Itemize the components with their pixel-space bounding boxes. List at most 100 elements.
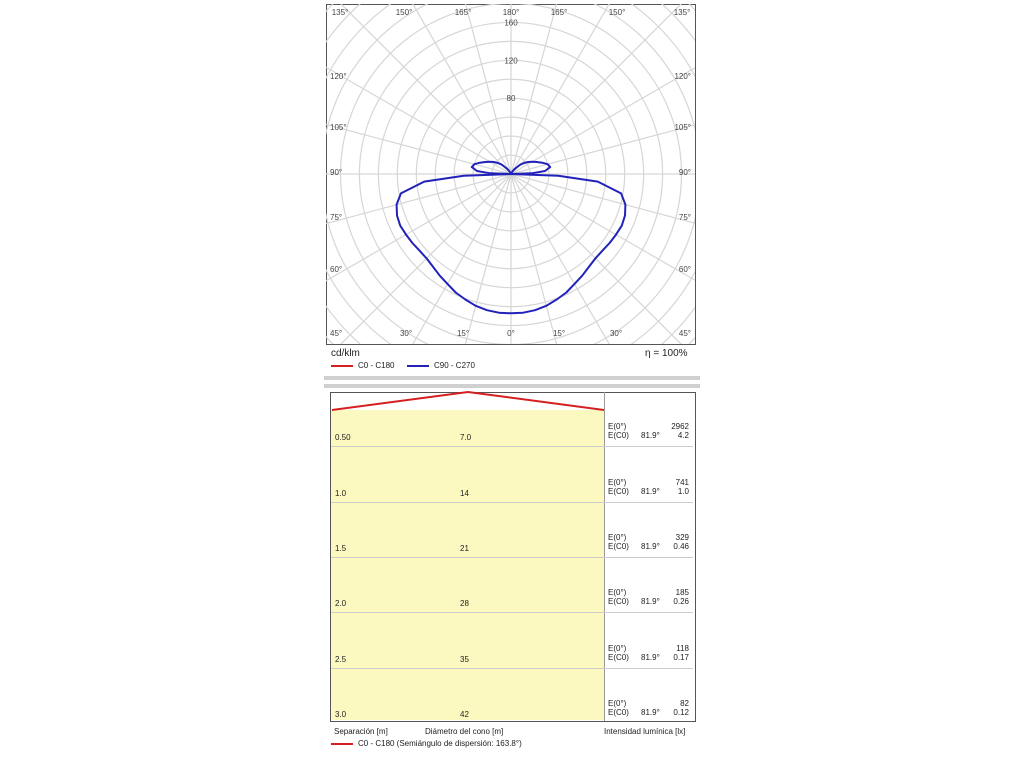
diameter-value: 28 bbox=[460, 599, 469, 609]
angle-label-left: 105° bbox=[330, 123, 347, 132]
polar-grid-spoke bbox=[510, 173, 695, 281]
angle-label-bottom: 0° bbox=[507, 329, 515, 338]
polar-grid-spoke bbox=[464, 4, 512, 175]
angle-value: 81.9° bbox=[641, 707, 660, 717]
e0-label: E(0°) bbox=[608, 532, 627, 542]
separation-value: 2.5 bbox=[335, 654, 347, 664]
ec0-value: 0.26 bbox=[673, 597, 689, 607]
polar-grid-spoke bbox=[464, 173, 512, 344]
polar-grid-spoke bbox=[510, 67, 695, 175]
radial-tick-label: 160 bbox=[504, 18, 518, 27]
diameter-value: 21 bbox=[460, 543, 469, 553]
diameter-value: 14 bbox=[460, 488, 469, 498]
angle-label-top: 150° bbox=[609, 8, 626, 17]
angle-label-left: 45° bbox=[330, 329, 342, 338]
angle-label-right: 120° bbox=[674, 72, 691, 81]
angle-value: 81.9° bbox=[641, 486, 660, 496]
polar-grid-spoke bbox=[340, 4, 512, 175]
angle-label-bottom: 30° bbox=[610, 329, 622, 338]
angle-value: 81.9° bbox=[641, 541, 660, 551]
angle-label-right: 75° bbox=[679, 213, 691, 222]
e0-label: E(0°) bbox=[608, 422, 627, 432]
legend-c0-c180: C0 - C180 bbox=[331, 361, 394, 370]
angle-label-top: 165° bbox=[455, 8, 472, 17]
separation-value: 1.0 bbox=[335, 488, 347, 498]
polar-grid-spoke bbox=[510, 4, 682, 175]
angle-label-top: 135° bbox=[674, 8, 691, 17]
ec0-value: 0.46 bbox=[673, 541, 689, 551]
row-divider bbox=[331, 501, 693, 503]
e0-value: 741 bbox=[675, 477, 689, 487]
polar-grid-spoke bbox=[510, 4, 558, 175]
polar-grid-spoke bbox=[412, 4, 512, 175]
polar-grid-spoke bbox=[326, 173, 512, 225]
polar-grid-spoke bbox=[510, 173, 682, 344]
cone-line bbox=[331, 390, 605, 411]
polar-grid-spoke bbox=[412, 173, 512, 344]
angle-label-bottom: 15° bbox=[553, 329, 565, 338]
polar-grid-spoke bbox=[510, 173, 558, 344]
polar-grid-spoke bbox=[340, 173, 512, 344]
legend-swatch-red bbox=[331, 364, 353, 367]
legend-label-c0-c180: C0 - C180 bbox=[358, 361, 395, 370]
diameter-value: 35 bbox=[460, 654, 469, 664]
angle-label-right: 45° bbox=[679, 329, 691, 338]
separation-value: 2.0 bbox=[335, 599, 347, 609]
radial-tick-label: 80 bbox=[507, 94, 516, 103]
separator-band-2 bbox=[324, 384, 700, 388]
angle-label-right: 90° bbox=[679, 168, 691, 177]
legend-swatch-blue bbox=[407, 364, 429, 367]
angle-label-left: 90° bbox=[330, 168, 342, 177]
e0-value: 329 bbox=[675, 532, 689, 542]
angle-value: 81.9° bbox=[641, 431, 660, 441]
polar-grid-spoke bbox=[510, 173, 610, 344]
cone-outline bbox=[331, 390, 605, 411]
xlabel-intensity: Intensidad lumínica [lx] bbox=[604, 727, 686, 736]
angle-label-left: 75° bbox=[330, 213, 342, 222]
row-divider bbox=[331, 556, 693, 558]
ec0-label: E(C0) bbox=[608, 652, 629, 662]
angle-value: 81.9° bbox=[641, 652, 660, 662]
ec0-label: E(C0) bbox=[608, 707, 629, 717]
diameter-value: 42 bbox=[460, 709, 469, 719]
ec0-label: E(C0) bbox=[608, 541, 629, 551]
cone-diagram-frame bbox=[330, 392, 696, 722]
polar-grid-spoke bbox=[326, 66, 512, 175]
cone-legend: C0 - C180 (Semiángulo de dispersión: 163… bbox=[331, 739, 522, 748]
ec0-value: 0.17 bbox=[673, 652, 689, 662]
cone-legend-swatch bbox=[331, 742, 353, 745]
ec0-label: E(C0) bbox=[608, 431, 629, 441]
e0-label: E(0°) bbox=[608, 643, 627, 653]
polar-grid-spoke bbox=[510, 173, 695, 224]
angle-label-right: 60° bbox=[679, 265, 691, 274]
legend-c90-c270: C90 - C270 bbox=[407, 361, 475, 370]
angle-label-right: 105° bbox=[674, 123, 691, 132]
polar-chart: 80 120 160 135° 150° 165° 180° 165° 150° 135° 120°… bbox=[326, 4, 695, 344]
angle-label-bottom: 30° bbox=[400, 329, 412, 338]
ec0-value: 4.2 bbox=[677, 431, 689, 441]
legend-label-c90-c270: C90 - C270 bbox=[434, 361, 475, 370]
angle-label-top: 180° bbox=[503, 8, 520, 17]
row-divider bbox=[331, 667, 693, 669]
angle-label-left: 60° bbox=[330, 265, 342, 274]
e0-label: E(0°) bbox=[608, 477, 627, 487]
e0-value: 82 bbox=[680, 698, 689, 708]
e0-value: 185 bbox=[675, 588, 689, 598]
cone-column-divider bbox=[604, 392, 605, 721]
radial-tick-label: 120 bbox=[504, 56, 518, 65]
ec0-label: E(C0) bbox=[608, 486, 629, 496]
ec0-value: 0.12 bbox=[673, 707, 689, 717]
e0-value: 2962 bbox=[671, 422, 689, 432]
efficiency-label: η = 100% bbox=[645, 348, 688, 359]
polar-grid-spoke bbox=[510, 4, 610, 175]
diameter-value: 7.0 bbox=[460, 433, 472, 443]
angle-label-bottom: 15° bbox=[457, 329, 469, 338]
polar-grid-spoke bbox=[326, 123, 512, 175]
angle-label-left: 120° bbox=[330, 72, 347, 81]
row-divider bbox=[331, 446, 693, 448]
separator-band-1 bbox=[324, 376, 700, 380]
ec0-label: E(C0) bbox=[608, 597, 629, 607]
cone-fill bbox=[331, 410, 604, 720]
cone-legend-label: C0 - C180 (Semiángulo de dispersión: 163… bbox=[358, 739, 522, 748]
angle-value: 81.9° bbox=[641, 597, 660, 607]
